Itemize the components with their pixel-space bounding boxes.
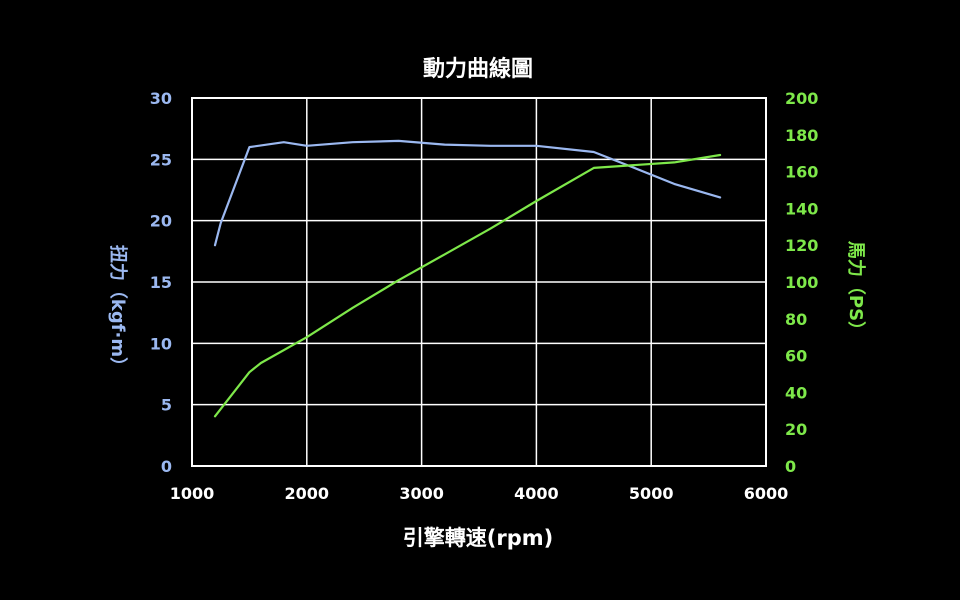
torque-series-line [213, 139, 722, 247]
y-axis-left-label: 扭力（kgf·m） [107, 245, 129, 375]
y-left-tick-label: 0 [161, 457, 172, 476]
series-layer [213, 139, 722, 418]
y-right-tick-label: 180 [785, 126, 818, 145]
x-tick-label: 4000 [514, 484, 559, 503]
y-right-tick-label: 0 [785, 457, 796, 476]
x-tick-label: 1000 [170, 484, 215, 503]
y-left-tick-label: 15 [150, 273, 172, 292]
y-right-tick-label: 40 [785, 383, 807, 402]
y-left-tick-label: 20 [150, 212, 172, 231]
x-tick-label: 6000 [744, 484, 789, 503]
y-left-tick-label: 10 [150, 334, 172, 353]
x-axis-label: 引擎轉速(rpm) [403, 526, 553, 550]
y-right-tick-label: 100 [785, 273, 818, 292]
y-left-tick-label: 30 [150, 89, 172, 108]
x-tick-label: 5000 [629, 484, 674, 503]
x-tick-label: 3000 [399, 484, 444, 503]
y-right-tick-label: 200 [785, 89, 818, 108]
y-right-tick-label: 60 [785, 347, 807, 366]
y-right-tick-label: 120 [785, 236, 818, 255]
y-left-tick-label: 5 [161, 396, 172, 415]
grid-lines [191, 97, 767, 467]
chart-title: 動力曲線圖 [423, 56, 533, 82]
y-axis-right-label: 馬力（PS） [845, 241, 866, 339]
tick-labels: 1000 2000 3000 4000 5000 6000 0 5 10 15 20 25 30 0 20 4… [150, 89, 819, 503]
y-left-tick-label: 25 [150, 150, 172, 169]
power-series-line [213, 153, 722, 418]
y-right-tick-label: 160 [785, 163, 818, 182]
y-right-tick-label: 140 [785, 199, 818, 218]
y-right-tick-label: 80 [785, 310, 807, 329]
x-tick-label: 2000 [285, 484, 330, 503]
y-right-tick-label: 20 [785, 420, 807, 439]
